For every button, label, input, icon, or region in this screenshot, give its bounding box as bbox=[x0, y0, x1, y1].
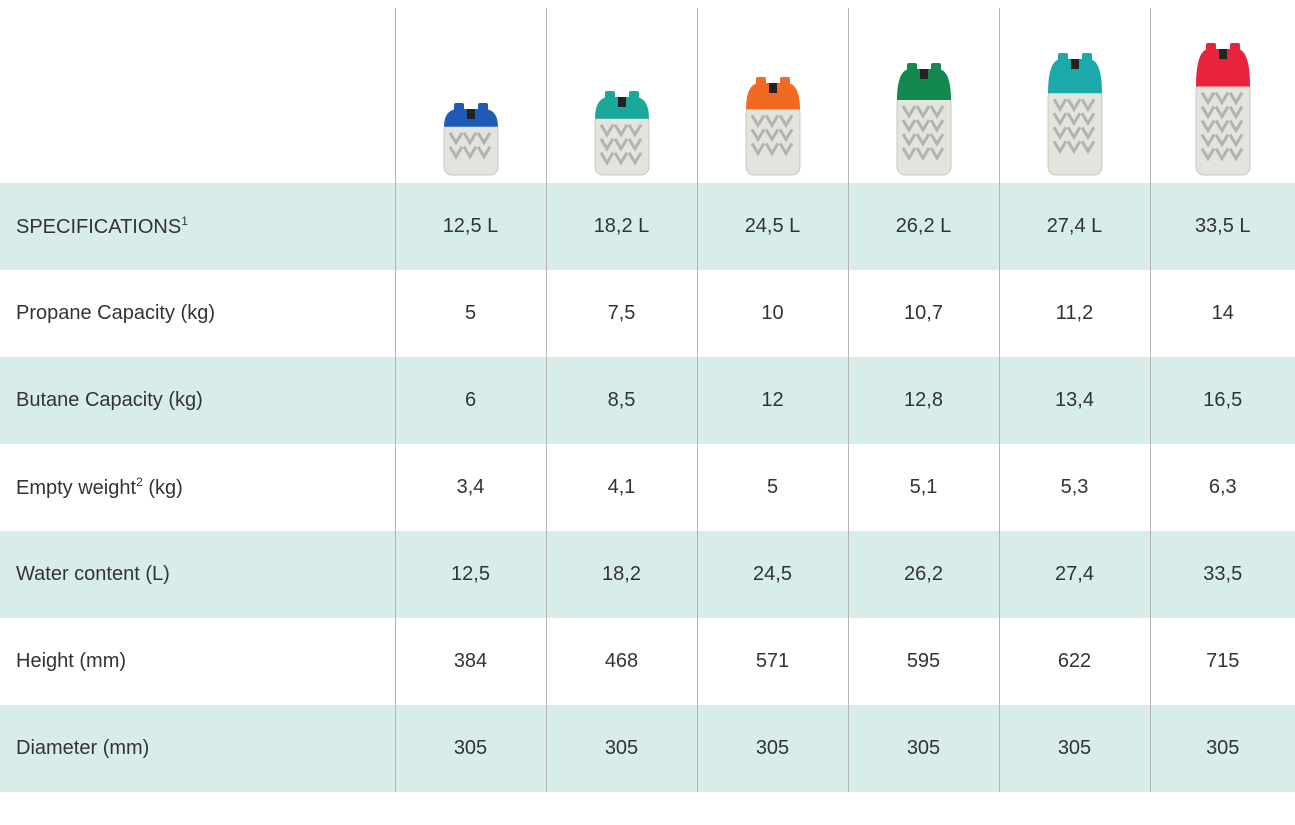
row-label: Butane Capacity (kg) bbox=[0, 357, 395, 444]
value-cell: 305 bbox=[546, 705, 697, 792]
value-cell: 11,2 bbox=[999, 270, 1150, 357]
value-cell: 6,3 bbox=[1150, 444, 1295, 531]
label-text: Butane Capacity (kg) bbox=[16, 389, 203, 411]
value-cell: 622 bbox=[999, 618, 1150, 705]
value-cell: 7,5 bbox=[546, 270, 697, 357]
value-cell: 33,5 L bbox=[1150, 183, 1295, 270]
value-cell: 4,1 bbox=[546, 444, 697, 531]
page: {"table": { "rows": [ {"label": {"text":… bbox=[0, 8, 1295, 825]
value-cell: 12,8 bbox=[848, 357, 999, 444]
value-cell: 26,2 L bbox=[848, 183, 999, 270]
value-cell: 10,7 bbox=[848, 270, 999, 357]
label-text: Height (mm) bbox=[16, 650, 126, 672]
value-cell: 305 bbox=[848, 705, 999, 792]
value-cell: 18,2 L bbox=[546, 183, 697, 270]
label-text: Propane Capacity (kg) bbox=[16, 302, 215, 324]
value-cell: 12,5 L bbox=[395, 183, 546, 270]
cylinder-cell bbox=[546, 8, 697, 183]
value-cell: 8,5 bbox=[546, 357, 697, 444]
value-cell: 13,4 bbox=[999, 357, 1150, 444]
value-cell: 27,4 bbox=[999, 531, 1150, 618]
value-cell: 12 bbox=[697, 357, 848, 444]
value-cell: 305 bbox=[697, 705, 848, 792]
value-cell: 14 bbox=[1150, 270, 1295, 357]
cylinder-image bbox=[587, 23, 657, 183]
value-cell: 24,5 L bbox=[697, 183, 848, 270]
value-cell: 468 bbox=[546, 618, 697, 705]
cylinder-cell bbox=[999, 8, 1150, 183]
value-cell: 715 bbox=[1150, 618, 1295, 705]
label-text: SPECIFICATIONS bbox=[16, 216, 181, 238]
row-label: SPECIFICATIONS1 bbox=[0, 183, 395, 270]
value-cell: 12,5 bbox=[395, 531, 546, 618]
cylinder-cell bbox=[1150, 8, 1295, 183]
row-label: Empty weight2 (kg) bbox=[0, 444, 395, 531]
value-cell: 3,4 bbox=[395, 444, 546, 531]
value-cell: 33,5 bbox=[1150, 531, 1295, 618]
cylinder-image bbox=[436, 23, 506, 183]
row-label: Height (mm) bbox=[0, 618, 395, 705]
value-cell: 10 bbox=[697, 270, 848, 357]
cylinder-cell bbox=[697, 8, 848, 183]
value-cell: 26,2 bbox=[848, 531, 999, 618]
value-cell: 305 bbox=[395, 705, 546, 792]
label-text: Empty weight bbox=[16, 477, 136, 499]
footnote-mark: 1 bbox=[181, 214, 188, 228]
value-cell: 5,1 bbox=[848, 444, 999, 531]
cylinder-image bbox=[738, 23, 808, 183]
label-text: Water content (L) bbox=[16, 563, 170, 585]
cylinder-image bbox=[889, 23, 959, 183]
label-unit: (kg) bbox=[148, 477, 182, 499]
cylinder-image bbox=[1188, 23, 1258, 183]
value-cell: 595 bbox=[848, 618, 999, 705]
image-row bbox=[0, 8, 1295, 183]
value-cell: 5 bbox=[395, 270, 546, 357]
value-cell: 27,4 L bbox=[999, 183, 1150, 270]
cylinder-cell bbox=[395, 8, 546, 183]
value-cell: 5 bbox=[697, 444, 848, 531]
cylinder-image bbox=[1040, 23, 1110, 183]
row-label: Diameter (mm) bbox=[0, 705, 395, 792]
value-cell: 384 bbox=[395, 618, 546, 705]
value-cell: 18,2 bbox=[546, 531, 697, 618]
value-cell: 305 bbox=[999, 705, 1150, 792]
row-label: Propane Capacity (kg) bbox=[0, 270, 395, 357]
value-cell: 305 bbox=[1150, 705, 1295, 792]
value-cell: 24,5 bbox=[697, 531, 848, 618]
value-cell: 16,5 bbox=[1150, 357, 1295, 444]
footnote-mark: 2 bbox=[136, 475, 143, 489]
cylinder-cell bbox=[848, 8, 999, 183]
value-cell: 571 bbox=[697, 618, 848, 705]
label-text: Diameter (mm) bbox=[16, 737, 149, 759]
value-cell: 5,3 bbox=[999, 444, 1150, 531]
value-cell: 6 bbox=[395, 357, 546, 444]
row-label: Water content (L) bbox=[0, 531, 395, 618]
empty-cell bbox=[0, 8, 395, 183]
